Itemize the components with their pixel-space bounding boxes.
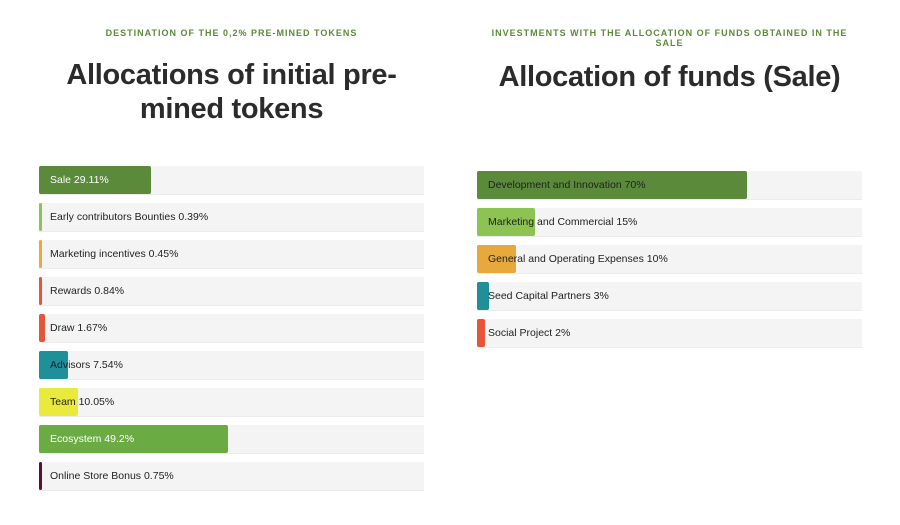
bar-label: Team 10.05% bbox=[50, 396, 115, 408]
bar-track: Sale 29.11% bbox=[39, 166, 424, 195]
bar-fill bbox=[39, 203, 42, 231]
bar-label: Seed Capital Partners 3% bbox=[488, 290, 609, 302]
bar-label: Early contributors Bounties 0.39% bbox=[50, 211, 209, 223]
left-eyebrow: DESTINATION OF THE 0,2% PRE-MINED TOKENS bbox=[105, 28, 358, 38]
bar-fill bbox=[39, 240, 42, 268]
bar-track: Ecosystem 49.2% bbox=[39, 425, 424, 454]
bar-label: Advisors 7.54% bbox=[50, 359, 123, 371]
bar-fill bbox=[477, 245, 516, 273]
bar-fill bbox=[477, 282, 489, 310]
right-panel: INVESTMENTS WITH THE ALLOCATION OF FUNDS… bbox=[477, 0, 862, 348]
bar-track: Online Store Bonus 0.75% bbox=[39, 462, 424, 491]
bar-track: Marketing and Commercial 15% bbox=[477, 208, 862, 237]
bar-label: Ecosystem 49.2% bbox=[50, 433, 135, 445]
bar-label: Social Project 2% bbox=[488, 327, 571, 339]
bar-track: Draw 1.67% bbox=[39, 314, 424, 343]
bar-fill bbox=[39, 425, 229, 453]
bar-label: Development and Innovation 70% bbox=[488, 179, 646, 191]
bar-fill bbox=[39, 462, 42, 490]
bar-track: Seed Capital Partners 3% bbox=[477, 282, 862, 311]
right-title: Allocation of funds (Sale) bbox=[498, 61, 841, 93]
bar-label: Marketing incentives 0.45% bbox=[50, 248, 179, 260]
bar-fill bbox=[477, 319, 485, 347]
bar-track: General and Operating Expenses 10% bbox=[477, 245, 862, 274]
bar-label: Rewards 0.84% bbox=[50, 285, 125, 297]
bar-fill bbox=[477, 171, 747, 199]
bar-fill bbox=[39, 351, 69, 379]
bar-track: Advisors 7.54% bbox=[39, 351, 424, 380]
right-eyebrow: INVESTMENTS WITH THE ALLOCATION OF FUNDS… bbox=[491, 28, 848, 48]
bar-label: Draw 1.67% bbox=[50, 322, 108, 334]
bar-track: Development and Innovation 70% bbox=[477, 171, 862, 200]
bar-track: Team 10.05% bbox=[39, 388, 424, 417]
left-panel: DESTINATION OF THE 0,2% PRE-MINED TOKENS… bbox=[39, 0, 424, 491]
bar-fill bbox=[39, 388, 78, 416]
bar-track: Social Project 2% bbox=[477, 319, 862, 348]
bar-label: Online Store Bonus 0.75% bbox=[50, 470, 174, 482]
bar-fill bbox=[39, 314, 46, 342]
bar-fill bbox=[39, 166, 152, 194]
bar-fill bbox=[39, 277, 43, 305]
bar-label: Marketing and Commercial 15% bbox=[488, 216, 638, 228]
bar-track: Rewards 0.84% bbox=[39, 277, 424, 306]
left-title: Allocations of initial pre-mined tokens bbox=[66, 59, 397, 125]
bar-label: General and Operating Expenses 10% bbox=[488, 253, 668, 265]
bar-label: Sale 29.11% bbox=[50, 174, 109, 186]
bar-track: Early contributors Bounties 0.39% bbox=[39, 203, 424, 232]
bar-track: Marketing incentives 0.45% bbox=[39, 240, 424, 269]
bar-fill bbox=[477, 208, 535, 236]
